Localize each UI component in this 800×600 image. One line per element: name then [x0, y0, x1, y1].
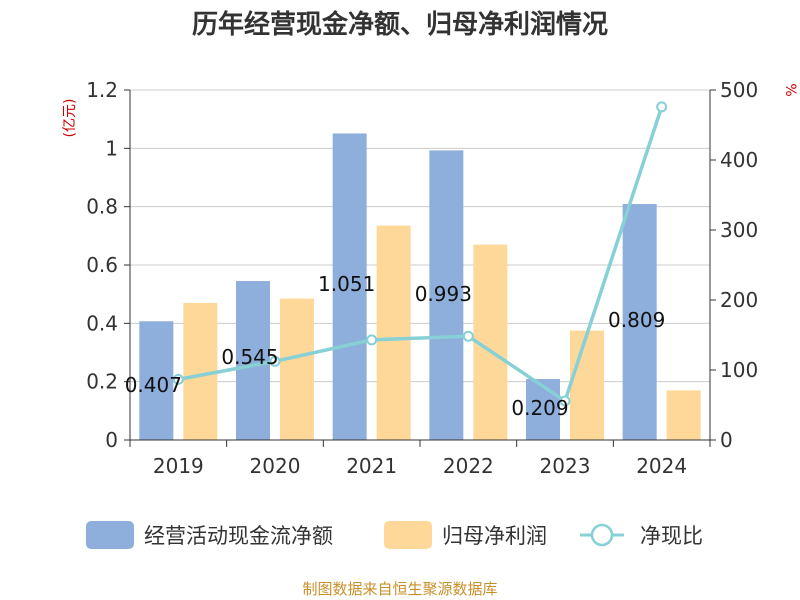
x-axis-tick-label: 2023 — [540, 454, 591, 478]
bar-net-profit — [376, 225, 411, 440]
right-axis-tick-label: 0 — [720, 428, 733, 452]
data-label: 0.809 — [608, 308, 665, 332]
grid-lines — [130, 89, 710, 383]
right-axis-tick-label: 100 — [720, 358, 758, 382]
x-axis-tick-label: 2019 — [153, 454, 204, 478]
bar-operating-cash-flow — [429, 150, 464, 440]
bar-series — [139, 133, 701, 441]
left-axis-tick-label: 0.4 — [86, 311, 118, 335]
source-note: 制图数据来自恒生聚源数据库 — [302, 580, 497, 598]
left-axis-tick-label: 1.2 — [86, 78, 118, 102]
chart-title: 历年经营现金净额、归母净利润情况 — [192, 9, 608, 40]
legend: 经营活动现金流净额 归母净利润 净现比 — [86, 521, 703, 549]
bar-net-profit — [280, 298, 314, 440]
right-axis-tick-label: 200 — [720, 288, 758, 312]
data-label: 1.051 — [318, 272, 375, 296]
line-cash-ratio — [178, 106, 664, 404]
x-axis-tick-label: 2022 — [443, 454, 494, 478]
bar-operating-cash-flow — [139, 321, 174, 440]
axes: 0 0.2 0.4 0.6 0.8 1 1.2 0 100 200 300 400 500 2019 202… — [86, 78, 758, 478]
legend-swatch-net-profit — [384, 521, 432, 549]
left-axis-tick-label: 0.8 — [86, 195, 118, 219]
data-label: 0.545 — [221, 345, 278, 369]
x-axis-tick-label: 2024 — [636, 454, 687, 478]
data-label: 0.407 — [125, 373, 182, 397]
left-axis-unit: (亿元) — [62, 99, 78, 138]
legend-label: 净现比 — [640, 524, 703, 548]
x-axis-tick-label: 2020 — [250, 454, 301, 478]
point-cash-ratio — [269, 355, 281, 367]
point-cash-ratio — [656, 101, 668, 113]
data-label: 0.209 — [511, 396, 568, 420]
legend-swatch-operating-cash-flow — [86, 521, 134, 549]
left-axis-tick-label: 0.6 — [86, 253, 118, 277]
line-series — [172, 101, 668, 407]
point-cash-ratio — [559, 395, 571, 407]
left-axis-tick-label: 0.2 — [86, 370, 118, 394]
bar-net-profit — [570, 330, 604, 440]
bar-net-profit — [666, 390, 701, 440]
bar-operating-cash-flow — [236, 281, 270, 440]
bar-operating-cash-flow — [526, 379, 560, 440]
x-axis-tick-label: 2021 — [346, 454, 397, 478]
left-axis-tick-label: 0 — [105, 428, 118, 452]
point-cash-ratio — [462, 330, 474, 342]
point-cash-ratio — [366, 334, 378, 346]
right-axis-unit: % — [782, 83, 798, 96]
legend-label: 归母净利润 — [442, 524, 547, 548]
bar-operating-cash-flow — [332, 133, 367, 441]
right-axis-tick-label: 400 — [720, 148, 758, 172]
data-labels: 0.407 0.545 1.051 0.993 0.209 0.809 — [125, 272, 666, 420]
point-cash-ratio — [172, 373, 184, 385]
legend-label: 经营活动现金流净额 — [144, 524, 333, 548]
data-label: 0.993 — [415, 282, 472, 306]
right-axis-tick-label: 300 — [720, 218, 758, 242]
legend-swatch-cash-ratio-marker — [590, 523, 614, 547]
bar-operating-cash-flow — [622, 204, 657, 440]
left-axis-tick-label: 1 — [105, 136, 118, 160]
right-axis-tick-label: 500 — [720, 78, 758, 102]
